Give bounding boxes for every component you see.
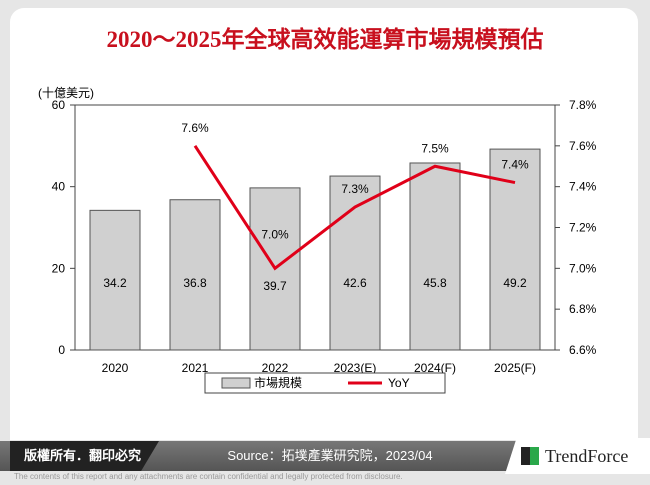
right-tick-label: 7.6% [569, 139, 597, 153]
legend-line-label: YoY [388, 376, 410, 390]
yoy-line [193, 145, 516, 271]
bar [409, 162, 461, 351]
bar [489, 148, 541, 351]
trendforce-logo: TrendForce [505, 438, 650, 474]
chart-title: 2020～2025年全球高效能運算市場規模預估 [106, 27, 544, 52]
yoy-label: 7.3% [341, 182, 369, 196]
right-tick-label: 6.6% [569, 343, 597, 357]
logo-mark-icon [521, 447, 539, 465]
category-label: 2023(E) [334, 361, 377, 375]
left-tick-label: 20 [52, 261, 66, 275]
bar-value-label: 49.2 [503, 276, 527, 290]
bar [329, 175, 381, 351]
right-tick-label: 7.4% [569, 180, 597, 194]
category-label: 2025(F) [494, 361, 536, 375]
plot-area [74, 104, 556, 351]
right-tick-label: 7.2% [569, 221, 597, 235]
legend-box [204, 372, 446, 394]
bar-value-label: 42.6 [343, 276, 367, 290]
left-tick-label: 0 [58, 343, 65, 357]
yoy-label: 7.4% [501, 158, 529, 172]
category-label: 2020 [102, 361, 129, 375]
bar-value-label: 39.7 [263, 279, 287, 293]
yoy-label: 7.6% [181, 121, 209, 135]
legend-bar-label: 市場規模 [254, 375, 302, 390]
right-tick-label: 7.0% [569, 261, 597, 275]
category-label: 2024(F) [414, 361, 456, 375]
left-tick-label: 60 [52, 98, 66, 112]
bar [89, 209, 141, 351]
copyright: 版權所有．翻印必究 [10, 441, 159, 471]
logo-text: TrendForce [545, 446, 629, 466]
right-tick-label: 6.8% [569, 302, 597, 316]
bar [169, 199, 221, 351]
category-label: 2021 [182, 361, 209, 375]
bar-value-label: 34.2 [103, 276, 127, 290]
left-tick-label: 40 [52, 180, 66, 194]
right-tick-label: 7.8% [569, 98, 597, 112]
bar-value-label: 36.8 [183, 276, 207, 290]
left-axis-unit: (十億美元) [38, 86, 94, 100]
yoy-label: 7.0% [261, 227, 289, 241]
disclaimer: The contents of this report and any atta… [14, 472, 403, 481]
source-text: Source：拓墣產業研究院，2023/04 [227, 448, 433, 463]
legend-bar-swatch [221, 377, 251, 389]
category-label: 2022 [262, 361, 289, 375]
bar-value-label: 45.8 [423, 276, 447, 290]
yoy-label: 7.5% [421, 141, 449, 155]
